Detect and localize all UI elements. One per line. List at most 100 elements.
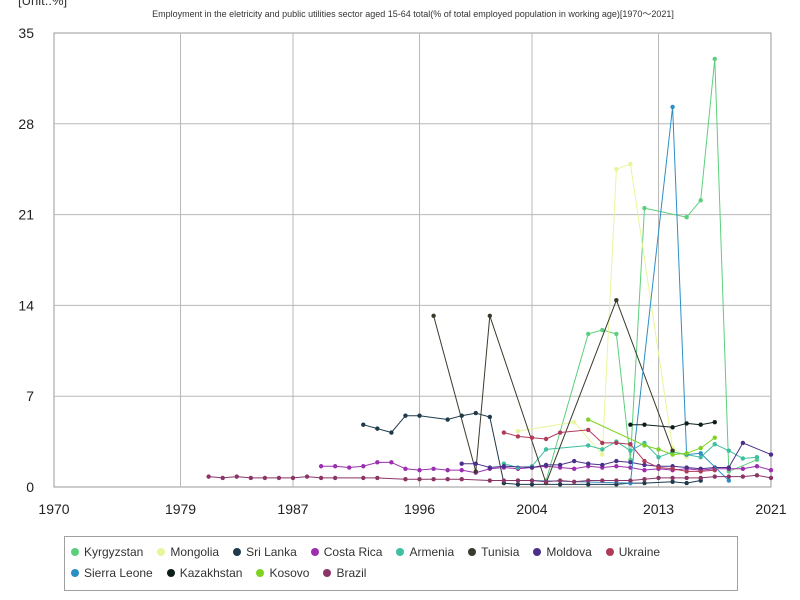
data-point-costa-rica bbox=[445, 467, 450, 473]
data-point-sri-lanka bbox=[614, 482, 619, 487]
data-point-ukraine bbox=[600, 440, 605, 446]
data-point-kyrgyzstan bbox=[698, 198, 703, 203]
data-point-moldova bbox=[628, 460, 633, 465]
data-point-brazil bbox=[276, 475, 282, 481]
data-point-costa-rica bbox=[614, 464, 619, 469]
data-point-sierra-leone bbox=[726, 478, 732, 483]
legend-item-kazakhstan[interactable]: Kazakhstan bbox=[166, 562, 243, 583]
legend-label: Armenia bbox=[409, 544, 455, 559]
data-point-sri-lanka bbox=[586, 482, 591, 487]
data-point-mongolia bbox=[614, 167, 619, 172]
data-point-kazakhstan bbox=[642, 422, 647, 427]
legend-item-tunisia[interactable]: Tunisia bbox=[468, 541, 519, 562]
data-point-brazil bbox=[614, 478, 619, 483]
legend-label: Kosovo bbox=[269, 565, 310, 580]
data-point-ukraine bbox=[557, 430, 563, 435]
data-point-moldova bbox=[473, 461, 478, 466]
data-point-ukraine bbox=[670, 466, 675, 472]
data-point-brazil bbox=[304, 474, 310, 479]
data-point-brazil bbox=[740, 474, 746, 479]
data-point-moldova bbox=[543, 462, 549, 468]
data-point-armenia bbox=[698, 454, 703, 460]
data-point-mongolia bbox=[515, 429, 521, 434]
data-point-moldova bbox=[529, 465, 535, 470]
legend-label: Costa Rica bbox=[323, 544, 383, 559]
data-point-kosovo bbox=[684, 451, 689, 456]
legend-item-brazil[interactable]: Brazil bbox=[323, 562, 366, 583]
data-point-brazil bbox=[220, 475, 225, 481]
legend-marker-icon bbox=[396, 547, 405, 556]
plot-area bbox=[53, 32, 772, 488]
legend-item-kosovo[interactable]: Kosovo bbox=[256, 562, 309, 583]
x-tick-label: 1979 bbox=[165, 501, 196, 517]
series-layer bbox=[206, 56, 774, 487]
legend: Kyrgyzstan Mongolia Sri Lanka Costa Rica Arm… bbox=[64, 536, 738, 591]
data-point-tunisia bbox=[473, 469, 478, 474]
series-line-tunisia bbox=[433, 298, 674, 485]
legend-item-ukraine[interactable]: Ukraine bbox=[605, 541, 660, 562]
data-point-moldova bbox=[740, 440, 746, 446]
legend-label: Sierra Leone bbox=[84, 565, 153, 580]
data-point-mongolia bbox=[571, 419, 577, 425]
data-point-brazil bbox=[417, 477, 422, 482]
data-point-kyrgyzstan bbox=[642, 205, 647, 211]
data-point-sri-lanka bbox=[529, 482, 535, 487]
legend-item-kyrgyzstan[interactable]: Kyrgyzstan bbox=[71, 541, 143, 562]
data-point-brazil bbox=[262, 475, 268, 481]
data-point-tunisia bbox=[614, 298, 619, 303]
data-point-brazil bbox=[361, 475, 366, 481]
data-point-kazakhstan bbox=[628, 422, 633, 427]
data-point-ukraine bbox=[515, 434, 521, 439]
data-point-costa-rica bbox=[361, 464, 366, 469]
data-point-ukraine bbox=[628, 441, 633, 447]
legend-item-sierra-leone[interactable]: Sierra Leone bbox=[71, 562, 153, 583]
data-point-armenia bbox=[628, 448, 633, 453]
data-point-brazil bbox=[431, 477, 436, 482]
legend-item-moldova[interactable]: Moldova bbox=[533, 541, 592, 562]
data-point-brazil bbox=[656, 475, 661, 481]
data-point-brazil bbox=[670, 475, 675, 481]
data-point-kazakhstan bbox=[712, 419, 717, 425]
data-point-costa-rica bbox=[375, 460, 380, 465]
grid bbox=[53, 32, 772, 488]
data-point-brazil bbox=[726, 474, 732, 479]
series-kazakhstan bbox=[628, 419, 717, 430]
y-tick-label: 7 bbox=[26, 388, 34, 404]
legend-marker-icon bbox=[533, 547, 542, 556]
y-tick-label: 21 bbox=[18, 207, 34, 223]
data-point-moldova bbox=[768, 452, 774, 457]
legend-item-mongolia[interactable]: Mongolia bbox=[157, 541, 219, 562]
legend-label: Sri Lanka bbox=[246, 544, 297, 559]
legend-item-costa-rica[interactable]: Costa Rica bbox=[310, 541, 383, 562]
x-tick-label: 2021 bbox=[755, 501, 786, 517]
data-point-kosovo bbox=[656, 447, 661, 452]
data-point-moldova bbox=[726, 465, 732, 470]
data-point-ukraine bbox=[614, 440, 619, 446]
data-point-kazakhstan bbox=[684, 421, 689, 426]
x-tick-label: 1996 bbox=[404, 501, 435, 517]
data-point-sri-lanka bbox=[417, 413, 422, 418]
data-point-ukraine bbox=[712, 467, 717, 473]
data-point-brazil bbox=[600, 478, 605, 483]
data-point-brazil bbox=[754, 473, 760, 478]
data-point-brazil bbox=[290, 475, 296, 481]
data-point-ukraine bbox=[586, 427, 591, 433]
data-point-brazil bbox=[768, 475, 774, 481]
data-point-ukraine bbox=[698, 469, 703, 474]
series-ukraine bbox=[501, 427, 717, 474]
legend-item-sri-lanka[interactable]: Sri Lanka bbox=[233, 541, 297, 562]
legend-marker-icon bbox=[468, 547, 477, 556]
x-tick-label: 1987 bbox=[277, 501, 308, 517]
data-point-costa-rica bbox=[628, 465, 633, 470]
data-point-brazil bbox=[318, 475, 324, 481]
data-point-kosovo bbox=[586, 417, 591, 422]
data-point-costa-rica bbox=[571, 466, 577, 472]
legend-item-armenia[interactable]: Armenia bbox=[396, 541, 454, 562]
series-line-brazil bbox=[208, 474, 772, 483]
legend-marker-icon bbox=[256, 568, 265, 577]
data-point-costa-rica bbox=[459, 467, 464, 473]
data-point-brazil bbox=[586, 478, 591, 483]
data-point-costa-rica bbox=[417, 467, 422, 473]
legend-label: Kazakhstan bbox=[179, 565, 243, 580]
